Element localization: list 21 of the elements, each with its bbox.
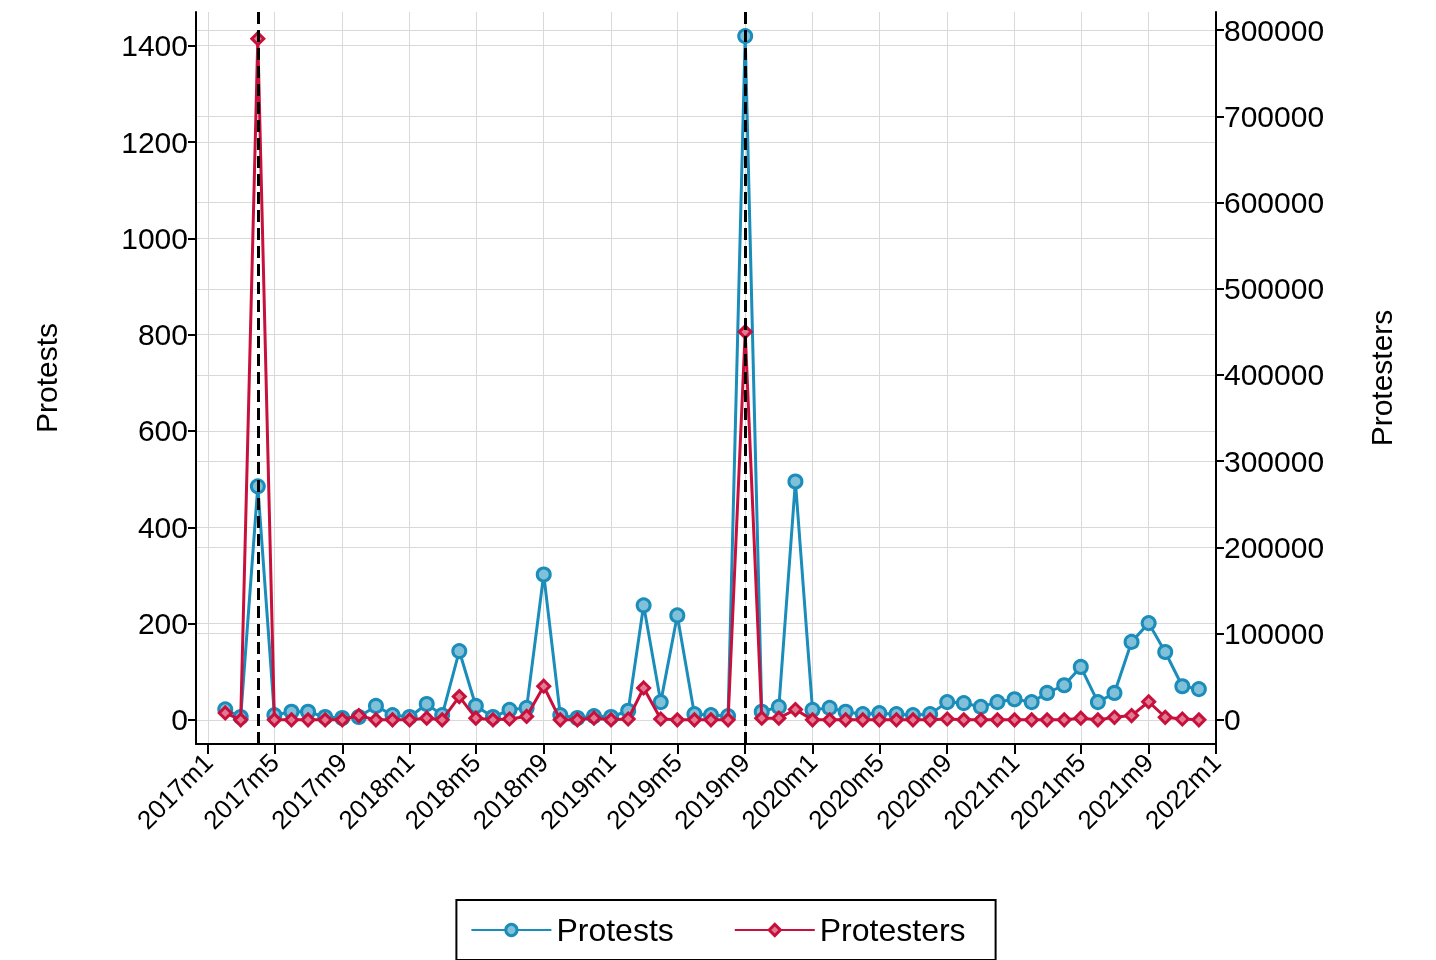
y2-tick-label: 0 xyxy=(1224,703,1241,737)
y2-tick-label: 200000 xyxy=(1224,530,1325,564)
y2-axis-title: Protesters xyxy=(1364,309,1398,447)
legend-label: Protests xyxy=(556,912,674,948)
legend-label: Protesters xyxy=(819,912,966,948)
y2-tick-label: 600000 xyxy=(1224,186,1325,220)
y-tick-label: 1400 xyxy=(121,29,188,63)
y-tick-label: 200 xyxy=(137,607,188,641)
y-axis-title: Protests xyxy=(29,322,63,434)
y-tick-label: 1200 xyxy=(121,125,188,159)
y-tick-label: 800 xyxy=(137,318,188,352)
y2-tick-label: 500000 xyxy=(1224,272,1325,306)
y-tick-label: 0 xyxy=(171,703,188,737)
y-tick-label: 400 xyxy=(137,510,188,544)
y2-tick-label: 700000 xyxy=(1224,99,1325,133)
y-tick-label: 1000 xyxy=(121,221,188,255)
y2-tick-label: 800000 xyxy=(1224,13,1325,47)
y2-tick-label: 300000 xyxy=(1224,444,1325,478)
y2-tick-label: 400000 xyxy=(1224,358,1325,392)
y-tick-label: 600 xyxy=(137,414,188,448)
y2-tick-label: 100000 xyxy=(1224,617,1325,651)
